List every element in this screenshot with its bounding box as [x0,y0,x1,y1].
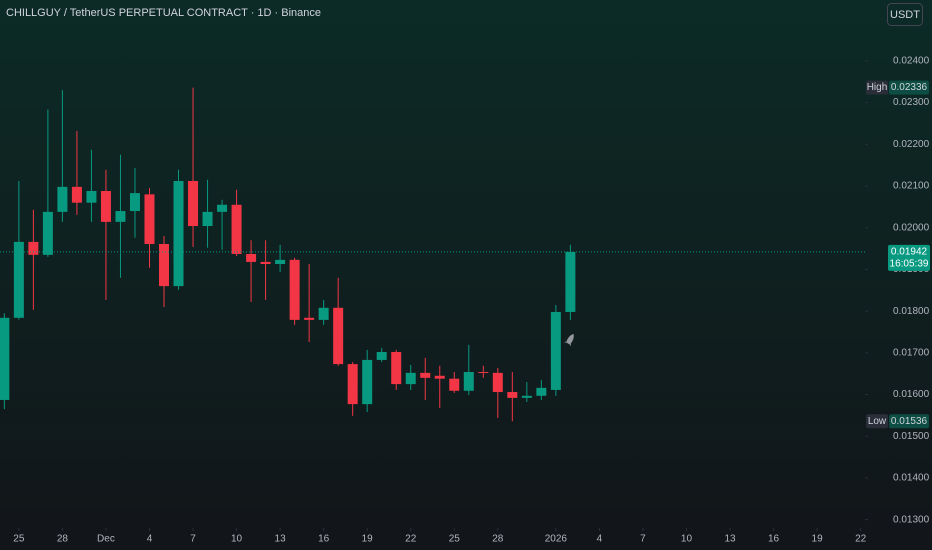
x-tick-label: 4 [597,534,603,545]
currency-label[interactable]: USDT [890,9,920,21]
candle-body [463,372,474,391]
candle-body [347,364,358,405]
marker-tag: Low [868,416,887,427]
marker-value: 0.01536 [891,416,928,427]
x-tick-label: 16 [318,534,330,545]
candle-body [188,181,199,227]
candle-body [246,253,257,262]
candle-body [565,251,576,312]
candle-body [115,211,126,222]
candle-body [231,204,242,254]
candle-body [57,186,68,212]
candle-body [405,372,416,385]
candle-body [100,191,111,222]
marker-tag: High [867,82,888,93]
y-tick-label: 0.02200 [893,139,930,150]
candle-body [144,194,155,244]
currency-button[interactable] [887,3,923,26]
candle-body [217,204,228,212]
x-tick-label: 28 [57,534,69,545]
x-tick-label: 10 [681,534,693,545]
candle-body [289,259,300,320]
marker-tag-box [866,80,888,95]
candle-body [86,191,97,203]
marker-tag-box [866,414,888,429]
x-tick-label: 25 [449,534,461,545]
candle-body [202,211,213,227]
x-tick-label: Dec [97,534,115,545]
x-tick-label: 22 [405,534,417,545]
x-tick-label: 10 [231,534,243,545]
last-price-label: 0.01942 [891,247,928,258]
candle-body [173,181,184,287]
x-tick-label: 2026 [545,534,568,545]
y-tick-label: 0.02300 [893,97,930,108]
candle-body [391,352,402,385]
candle-body [420,372,431,378]
x-tick-label: 13 [724,534,736,545]
y-tick-label: 0.01700 [893,347,930,358]
candle-body [507,392,518,398]
last-price-box [888,244,930,271]
candle-body [449,378,460,391]
x-tick-label: 22 [855,534,867,545]
x-tick-label: 7 [640,534,646,545]
x-tick-label: 19 [812,534,824,545]
candle-body [536,387,547,396]
candle-body [318,307,329,320]
y-tick-label: 0.02000 [893,222,930,233]
candle-body [478,372,489,374]
x-tick-label: 4 [147,534,153,545]
y-tick-label: 0.02400 [893,56,930,67]
candle-body [550,311,561,390]
candle-body [0,317,10,400]
candle-body [129,193,140,212]
marker-value-box [889,80,929,95]
y-tick-label: 0.01400 [893,473,930,484]
x-tick-label: 25 [13,534,25,545]
x-tick-label: 13 [275,534,287,545]
chart-title: CHILLGUY / TetherUS PERPETUAL CONTRACT ·… [6,7,321,19]
candle-body [28,241,39,255]
y-tick-label: 0.01500 [893,431,930,442]
x-tick-label: 19 [362,534,374,545]
candle-body [42,211,53,255]
candle-body [376,352,387,360]
candle-body [13,241,24,318]
candle-body [304,317,315,320]
y-tick-label: 0.01300 [893,514,930,525]
x-tick-label: 28 [492,534,504,545]
candle-body [333,307,344,365]
marker-value-box [889,414,929,429]
y-tick-label: 0.01600 [893,389,930,400]
y-tick-label: 0.02100 [893,181,930,192]
rocket-icon [564,333,574,347]
x-tick-label: 7 [190,534,196,545]
candle-body [492,372,503,393]
candle-body [521,395,532,398]
candle-body [434,375,445,379]
countdown-label: 16:05:39 [890,259,929,270]
candle-body [71,186,82,203]
candle-body [159,243,170,287]
marker-value: 0.02336 [891,82,928,93]
candle-body [275,259,286,264]
candle-body [362,359,373,405]
y-tick-label: 0.01800 [893,306,930,317]
candle-body [260,261,271,264]
x-tick-label: 16 [768,534,780,545]
